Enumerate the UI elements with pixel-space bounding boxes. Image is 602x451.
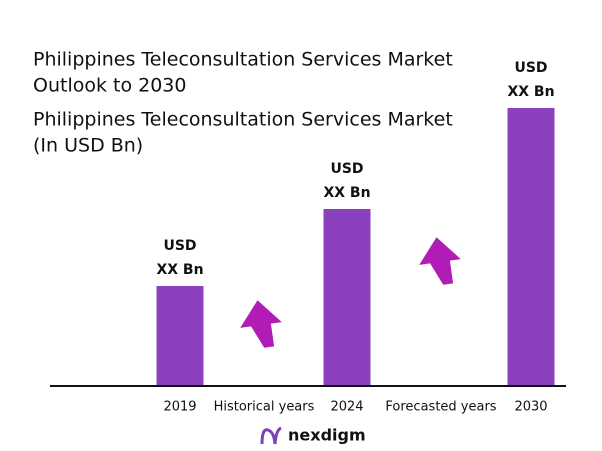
arrow-up <box>240 300 282 348</box>
chart-title: Philippines Teleconsultation Services Ma… <box>33 49 453 71</box>
bar-label: USD <box>163 238 196 254</box>
logo-text: nexdigm <box>288 426 366 445</box>
chart-title: Outlook to 2030 <box>33 75 186 97</box>
chart-subtitle: Philippines Teleconsultation Services Ma… <box>33 109 453 131</box>
bar-label: USD <box>514 60 547 76</box>
period-label: Forecasted years <box>385 400 496 415</box>
bar-label: USD <box>330 161 363 177</box>
x-tick-label: 2030 <box>514 400 547 415</box>
bar <box>507 108 555 385</box>
bar <box>323 209 371 385</box>
chart-subtitle: (In USD Bn) <box>33 135 143 157</box>
arrow-up <box>419 237 461 285</box>
x-tick-label: 2024 <box>330 400 363 415</box>
bar-label: XX Bn <box>323 185 370 201</box>
period-label: Historical years <box>214 400 315 415</box>
bar-label: XX Bn <box>507 84 554 100</box>
bar <box>156 286 204 385</box>
bar-label: XX Bn <box>156 262 203 278</box>
logo-mark <box>260 426 282 445</box>
x-tick-label: 2019 <box>163 400 196 415</box>
